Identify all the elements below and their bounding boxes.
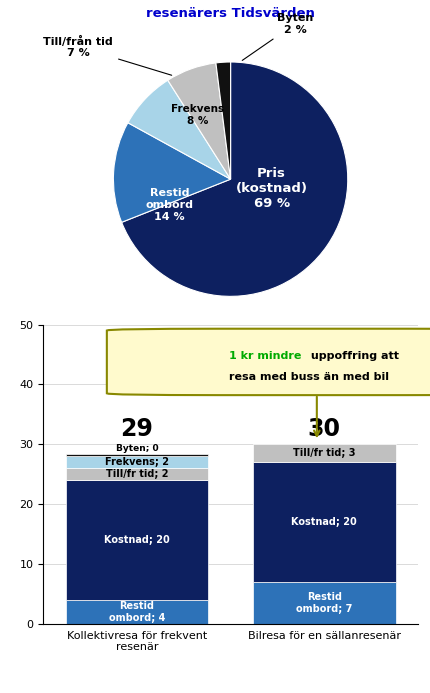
Text: resa med buss än med bil: resa med buss än med bil	[228, 372, 388, 382]
Text: Till/fr tid; 2: Till/fr tid; 2	[105, 469, 168, 479]
Text: Kostnad; 20: Kostnad; 20	[104, 535, 169, 545]
Bar	[65, 599, 208, 624]
Wedge shape	[215, 62, 230, 179]
Bar	[252, 444, 395, 462]
Wedge shape	[167, 63, 230, 179]
FancyBboxPatch shape	[107, 328, 430, 395]
Bar	[65, 454, 208, 456]
Wedge shape	[128, 80, 230, 179]
Bar	[65, 468, 208, 480]
Text: 29: 29	[120, 417, 153, 441]
Bar	[252, 582, 395, 624]
Text: resenärers Tidsvärden: resenärers Tidsvärden	[146, 6, 314, 19]
Text: Restid
ombord
14 %: Restid ombord 14 %	[145, 188, 193, 222]
Wedge shape	[121, 62, 347, 297]
Text: Pris
(kostnad)
69 %: Pris (kostnad) 69 %	[235, 167, 307, 210]
Text: Frekvens
8 %: Frekvens 8 %	[171, 104, 224, 125]
Text: Frekvens; 2: Frekvens; 2	[104, 457, 169, 467]
Text: Till/från tid
7 %: Till/från tid 7 %	[43, 35, 171, 76]
Text: uppoffring att: uppoffring att	[307, 351, 399, 360]
Text: 30: 30	[307, 417, 340, 441]
Wedge shape	[113, 123, 230, 222]
Text: 1 kr mindre: 1 kr mindre	[228, 351, 301, 360]
Text: Byten
2 %: Byten 2 %	[242, 13, 313, 60]
Bar	[65, 480, 208, 599]
Text: Restid
ombord; 7: Restid ombord; 7	[295, 592, 352, 613]
Text: Byten; 0: Byten; 0	[115, 444, 158, 453]
Bar	[65, 456, 208, 468]
Bar	[252, 462, 395, 582]
Text: Restid
ombord; 4: Restid ombord; 4	[108, 601, 165, 622]
Text: Till/fr tid; 3: Till/fr tid; 3	[292, 448, 355, 458]
Text: Kostnad; 20: Kostnad; 20	[291, 517, 356, 527]
